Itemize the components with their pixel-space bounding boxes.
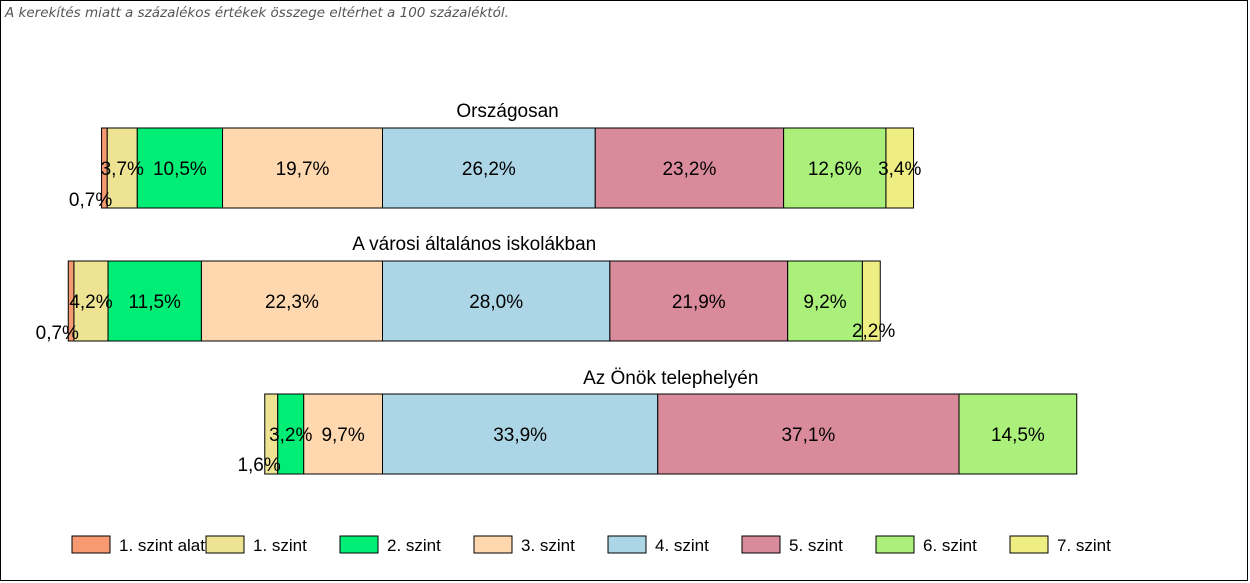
legend-label: 5. szint — [789, 536, 843, 555]
bar-segment — [277, 393, 305, 475]
bar-segment — [107, 260, 202, 342]
value-label: 3,7% — [101, 159, 144, 180]
bar-title: Országosan — [456, 101, 558, 122]
value-label: 21,9% — [672, 292, 726, 313]
bar-segment — [136, 127, 224, 209]
rounding-note: A kerekítés miatt a százalékos értékek ö… — [5, 5, 509, 21]
bar-segment — [73, 260, 109, 342]
value-label: 28,0% — [469, 292, 523, 313]
legend-swatch — [1009, 535, 1049, 554]
legend-label: 2. szint — [387, 536, 441, 555]
bar-segment — [200, 260, 383, 342]
value-label: 2,2% — [852, 321, 895, 342]
value-label: 14,5% — [991, 425, 1045, 446]
legend-swatch — [71, 535, 111, 554]
value-label: 3,4% — [878, 159, 921, 180]
value-label: 12,6% — [808, 159, 862, 180]
value-label: 1,6% — [237, 455, 280, 476]
bar-segment — [885, 127, 915, 209]
value-label: 11,5% — [128, 292, 181, 313]
bar-title: Az Önök telephelyén — [583, 368, 758, 389]
value-label: 0,7% — [69, 190, 112, 211]
value-label: 22,3% — [265, 292, 319, 313]
legend-swatch — [473, 535, 513, 554]
legend-label: 3. szint — [521, 536, 575, 555]
value-label: 9,2% — [803, 292, 846, 313]
legend-swatch — [205, 535, 245, 554]
bar-segment — [382, 127, 596, 209]
bar-segment — [382, 393, 659, 475]
value-label: 19,7% — [276, 159, 330, 180]
bar-title: A városi általános iskolákban — [352, 234, 596, 255]
legend-swatch — [875, 535, 915, 554]
value-label: 9,7% — [321, 425, 364, 446]
legend-label: 7. szint — [1057, 536, 1111, 555]
legend-label: 6. szint — [923, 536, 977, 555]
value-label: 0,7% — [36, 323, 79, 344]
legend-label: 4. szint — [655, 536, 709, 555]
value-label: 33,9% — [493, 425, 547, 446]
bar-segment — [609, 260, 789, 342]
bar-segment — [861, 260, 881, 342]
legend-label: 1. szint alatti — [119, 536, 214, 555]
bar-segment — [303, 393, 383, 475]
value-label: 37,1% — [781, 425, 835, 446]
legend-swatch — [741, 535, 781, 554]
value-label: 3,2% — [269, 425, 312, 446]
value-label: 23,2% — [662, 159, 716, 180]
legend-swatch — [339, 535, 379, 554]
bar-segment — [594, 127, 785, 209]
bar-segment — [958, 393, 1078, 475]
value-label: 4,2% — [69, 292, 112, 313]
legend-swatch — [607, 535, 647, 554]
legend-label: 1. szint — [253, 536, 307, 555]
value-label: 26,2% — [462, 159, 516, 180]
bar-segment — [783, 127, 887, 209]
value-label: 10,5% — [153, 159, 207, 180]
bar-segment — [222, 127, 383, 209]
bar-segment — [657, 393, 960, 475]
